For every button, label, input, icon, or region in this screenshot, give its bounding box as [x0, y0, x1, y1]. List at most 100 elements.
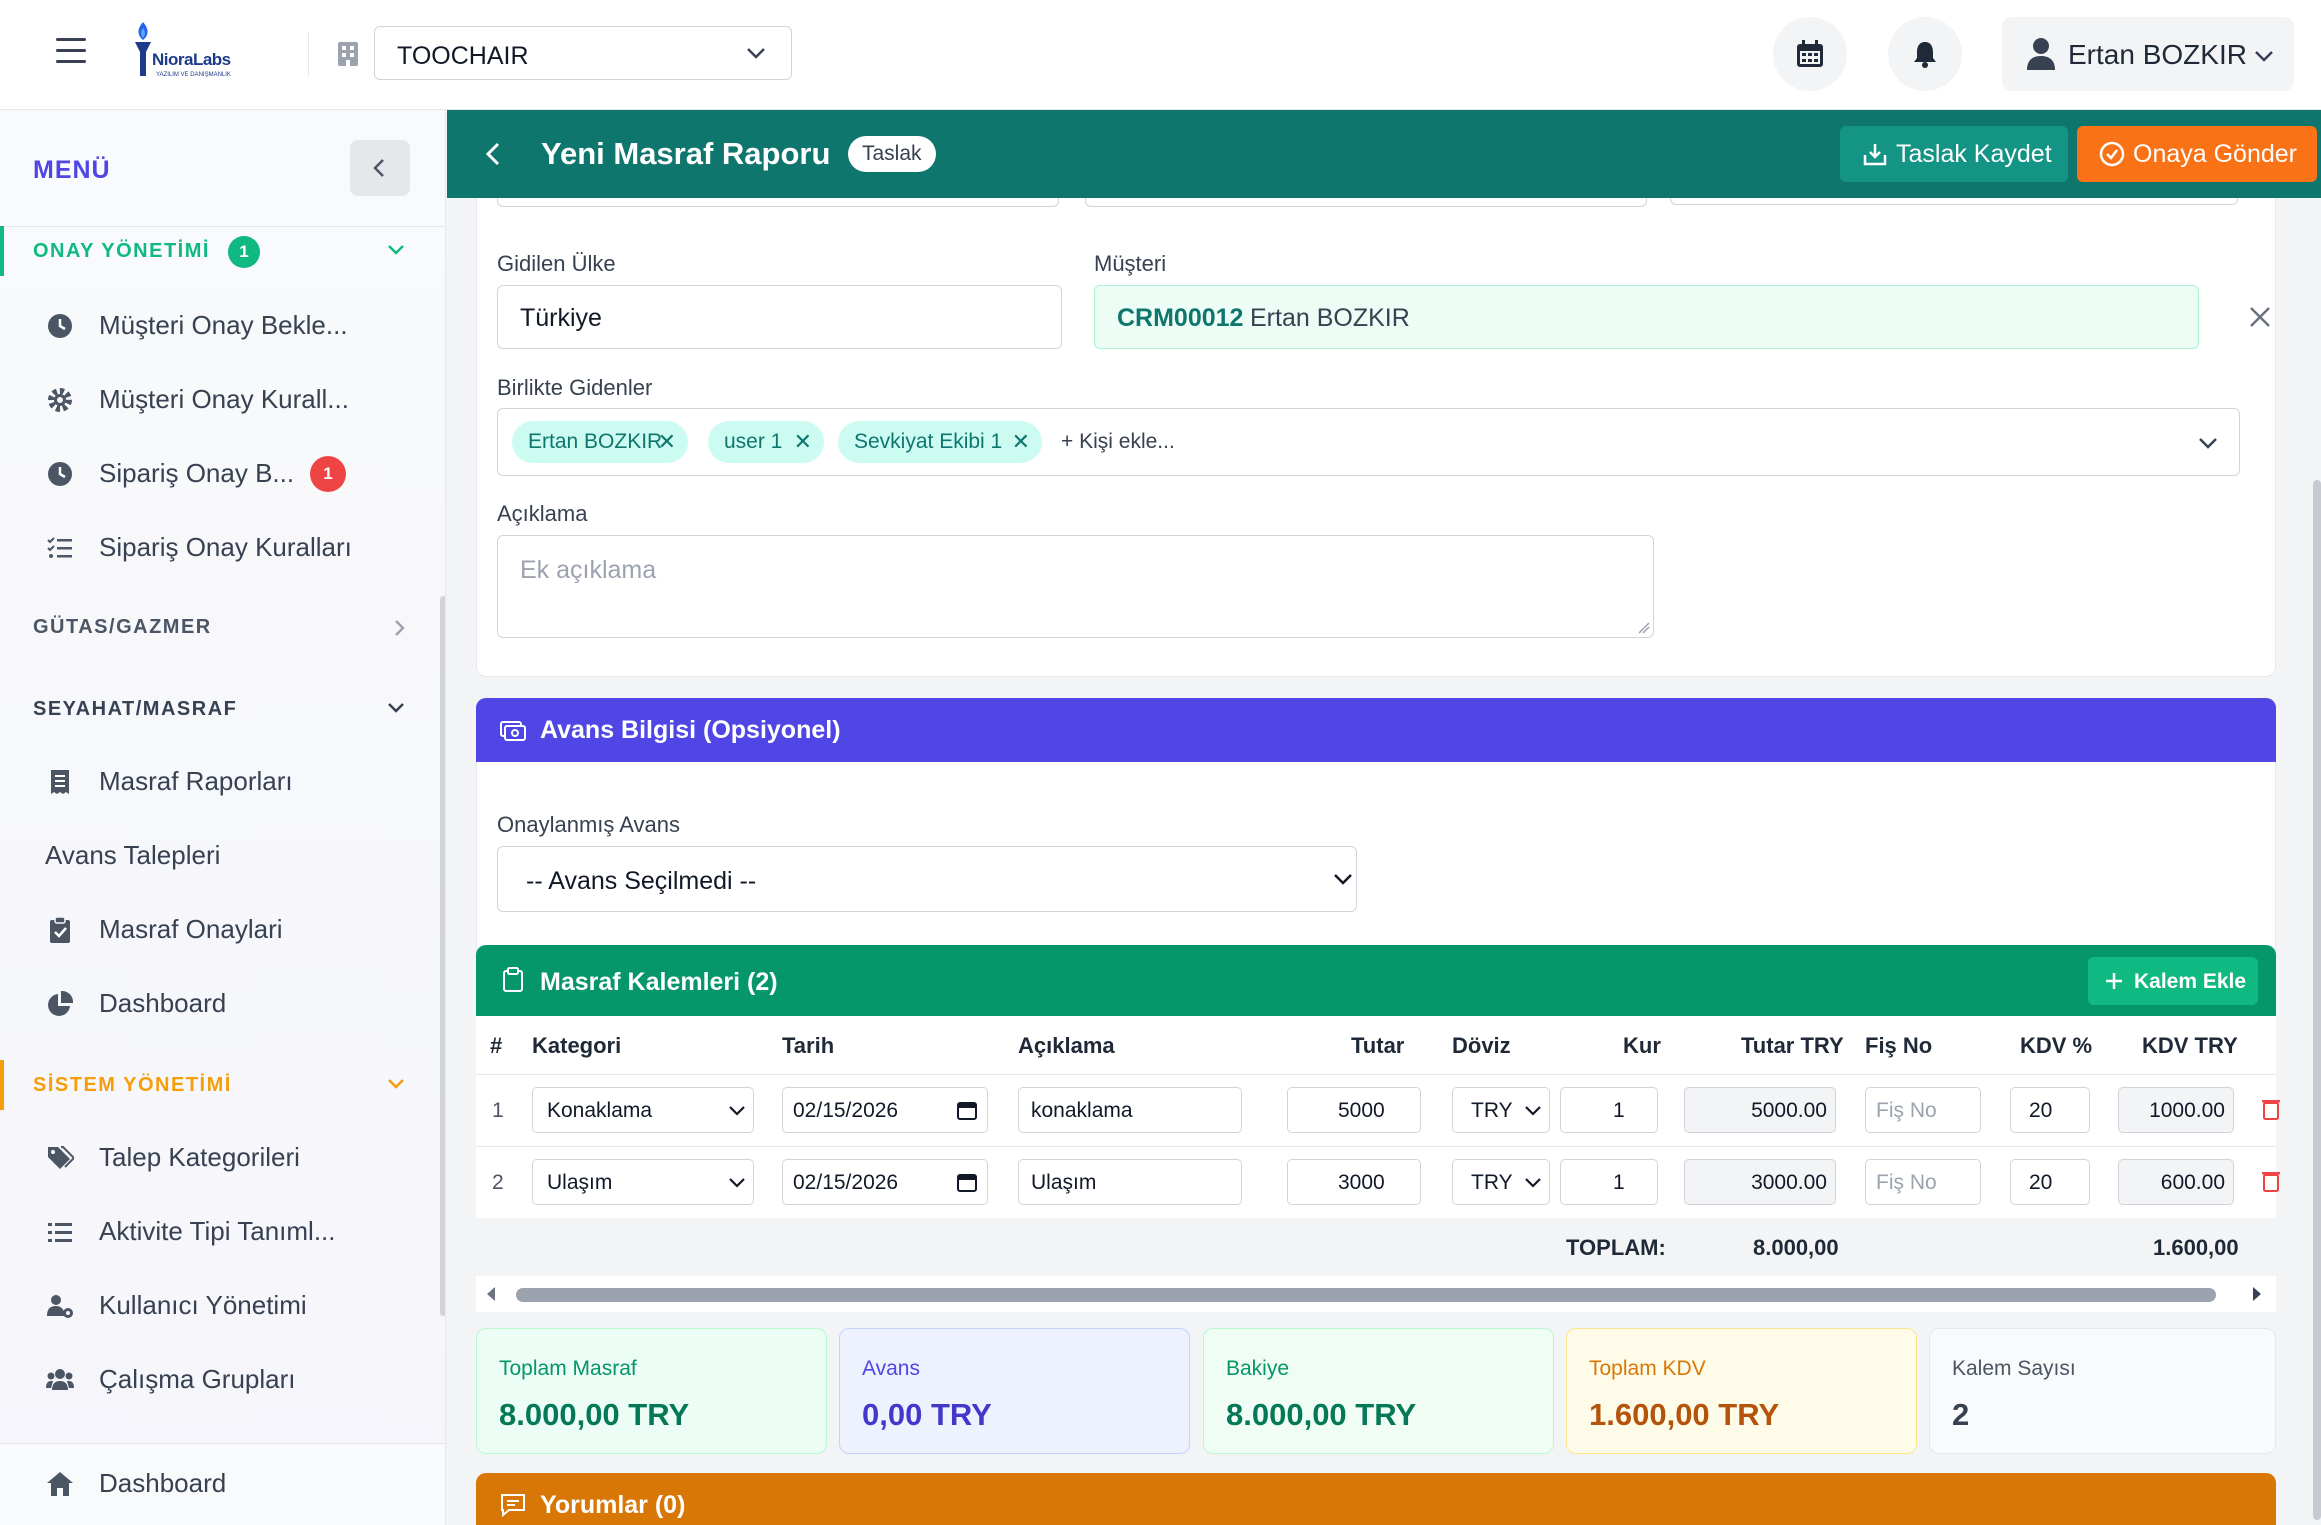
companions-label: Birlikte Gidenler — [497, 375, 653, 400]
count-badge: 1 — [228, 236, 260, 268]
sidebar-section-gutas[interactable]: GÜTAS/GAZMER — [0, 602, 445, 652]
money-icon — [500, 721, 526, 741]
add-person-input[interactable]: + Kişi ekle... — [1061, 430, 1175, 453]
sidebar-item-dashboard[interactable]: Dashboard — [0, 1452, 445, 1512]
amount-try-value: 3000.00 — [1751, 1171, 1827, 1194]
sidebar-item-work-groups[interactable]: Çalışma Grupları — [0, 1348, 445, 1408]
sidebar-item-advance-requests[interactable]: Avans Talepleri — [0, 824, 445, 884]
receipt-no-input[interactable]: Fiş No — [1865, 1087, 1981, 1133]
sidebar-item-order-approval-pending[interactable]: Sipariş Onay B... 1 — [0, 442, 445, 502]
advance-section-title: Avans Bilgisi (Opsiyonel) — [540, 716, 841, 744]
vat-percent-input[interactable]: 20 — [2010, 1087, 2090, 1133]
table-horizontal-scrollbar[interactable] — [476, 1276, 2276, 1312]
sidebar-item-customer-approval-rules[interactable]: Müşteri Onay Kurall... — [0, 368, 445, 428]
rate-input[interactable]: 1 — [1560, 1159, 1658, 1205]
scrollbar-thumb[interactable] — [516, 1288, 2216, 1302]
list-check-icon — [47, 537, 72, 558]
customer-code: CRM00012 — [1117, 304, 1244, 332]
users-gear-icon — [47, 1295, 73, 1318]
col-header: Açıklama — [1018, 1033, 1115, 1058]
save-draft-button[interactable]: Taslak Kaydet — [1840, 126, 2068, 182]
receipt-icon — [51, 770, 69, 794]
close-icon[interactable] — [2247, 304, 2273, 330]
companion-chip: user 1 ✕ — [708, 421, 824, 463]
chip-remove-icon[interactable]: ✕ — [793, 429, 812, 454]
section-label: SEYAHAT/MASRAF — [33, 698, 238, 720]
sidebar-item-label: Kullanıcı Yönetimi — [99, 1290, 307, 1320]
sidebar-item-user-management[interactable]: Kullanıcı Yönetimi — [0, 1274, 445, 1334]
date-input[interactable]: 02/15/2026 — [782, 1087, 988, 1133]
sidebar-item-label: Dashboard — [99, 988, 227, 1018]
sidebar-item-dashboard-travel[interactable]: Dashboard — [0, 972, 445, 1032]
main-scrollbar[interactable] — [2313, 480, 2321, 1520]
sidebar-item-customer-approval-pending[interactable]: Müşteri Onay Bekle... — [0, 294, 445, 354]
hamburger-menu-icon[interactable] — [56, 38, 86, 68]
category-select[interactable]: Ulaşım — [532, 1159, 754, 1205]
sidebar-item-activity-types[interactable]: Aktivite Tipi Tanıml... — [0, 1200, 445, 1260]
chip-remove-icon[interactable]: ✕ — [657, 429, 676, 454]
list-icon — [48, 1223, 72, 1242]
col-header: Kur — [1623, 1033, 1661, 1058]
add-item-button[interactable]: Kalem Ekle — [2088, 957, 2258, 1005]
back-arrow-icon[interactable] — [481, 140, 507, 168]
stat-total-vat: Toplam KDV 1.600,00 TRY — [1566, 1328, 1917, 1454]
items-section-title: Masraf Kalemleri (2) — [540, 968, 778, 996]
col-header: Fiş No — [1865, 1033, 1933, 1058]
currency-select[interactable]: TRY — [1452, 1087, 1550, 1133]
vat-percent-value: 20 — [2029, 1171, 2053, 1194]
customer-field[interactable]: CRM00012 Ertan BOZKIR — [1094, 285, 2199, 349]
user-menu-button[interactable]: Ertan BOZKIR — [2002, 17, 2294, 91]
date-input[interactable]: 02/15/2026 — [782, 1159, 988, 1205]
chevron-right-icon — [395, 620, 405, 636]
company-logo[interactable]: NioraLabs YAZILIM VE DANIŞMANLIK — [130, 20, 260, 86]
rate-input[interactable]: 1 — [1560, 1087, 1658, 1133]
section-label: GÜTAS/GAZMER — [33, 616, 212, 638]
companions-multiselect[interactable]: Ertan BOZKIR ✕ user 1 ✕ Sevkiyat Ekibi 1 ✕ … — [497, 408, 2240, 476]
calendar-icon[interactable] — [957, 1100, 977, 1120]
amount-input[interactable]: 3000 — [1287, 1159, 1421, 1205]
description-label: Açıklama — [497, 501, 588, 526]
amount-value: 3000 — [1338, 1171, 1385, 1194]
sidebar-scrollbar[interactable] — [440, 596, 445, 1316]
sidebar-footer: Dashboard — [0, 1443, 445, 1525]
sidebar-item-label: Sipariş Onay B... — [99, 458, 295, 488]
calendar-button[interactable] — [1773, 17, 1847, 91]
clipboard-check-icon — [50, 916, 70, 943]
advance-select[interactable]: -- Avans Seçilmedi -- — [497, 846, 1357, 912]
description-input[interactable]: konaklama — [1018, 1087, 1242, 1133]
send-for-approval-button[interactable]: Onaya Gönder — [2077, 126, 2317, 182]
country-input[interactable]: Türkiye — [497, 285, 1062, 349]
chevron-down-icon — [388, 703, 404, 713]
receipt-no-input[interactable]: Fiş No — [1865, 1159, 1981, 1205]
sidebar-section-approval[interactable]: ONAY YÖNETİMİ 1 — [0, 226, 445, 276]
chip-remove-icon[interactable]: ✕ — [1011, 429, 1030, 454]
sidebar-item-order-approval-rules[interactable]: Sipariş Onay Kuralları — [0, 516, 445, 576]
pie-chart-icon — [48, 990, 74, 1016]
notifications-button[interactable] — [1888, 17, 1962, 91]
items-section-header: Masraf Kalemleri (2) Kalem Ekle — [476, 945, 2276, 1017]
divider — [0, 226, 445, 227]
scroll-left-icon[interactable] — [484, 1286, 498, 1302]
currency-select[interactable]: TRY — [1452, 1159, 1550, 1205]
companion-chip: Sevkiyat Ekibi 1 ✕ — [838, 421, 1042, 463]
sidebar-collapse-button[interactable] — [350, 140, 410, 196]
trash-icon[interactable] — [2262, 1170, 2280, 1192]
comments-section-header[interactable]: Yorumlar (0) — [476, 1473, 2276, 1525]
sidebar-section-system[interactable]: SİSTEM YÖNETİMİ — [0, 1060, 445, 1110]
company-select[interactable]: TOOCHAIR — [374, 26, 792, 80]
amount-input[interactable]: 5000 — [1287, 1087, 1421, 1133]
description-input[interactable]: Ulaşım — [1018, 1159, 1242, 1205]
trash-icon[interactable] — [2262, 1098, 2280, 1120]
receipt-no-placeholder: Fiş No — [1876, 1099, 1937, 1122]
calendar-icon[interactable] — [957, 1172, 977, 1192]
scroll-right-icon[interactable] — [2250, 1286, 2264, 1302]
sidebar-item-request-categories[interactable]: Talep Kategorileri — [0, 1126, 445, 1186]
sidebar-item-expense-approvals[interactable]: Masraf Onaylari — [0, 898, 445, 958]
category-value: Ulaşım — [547, 1171, 613, 1194]
sidebar-section-travel[interactable]: SEYAHAT/MASRAF — [0, 684, 445, 734]
resize-handle-icon[interactable] — [1637, 621, 1651, 635]
description-textarea[interactable]: Ek açıklama — [497, 535, 1654, 638]
vat-percent-input[interactable]: 20 — [2010, 1159, 2090, 1205]
sidebar-item-expense-reports[interactable]: Masraf Raporları — [0, 750, 445, 810]
category-select[interactable]: Konaklama — [532, 1087, 754, 1133]
